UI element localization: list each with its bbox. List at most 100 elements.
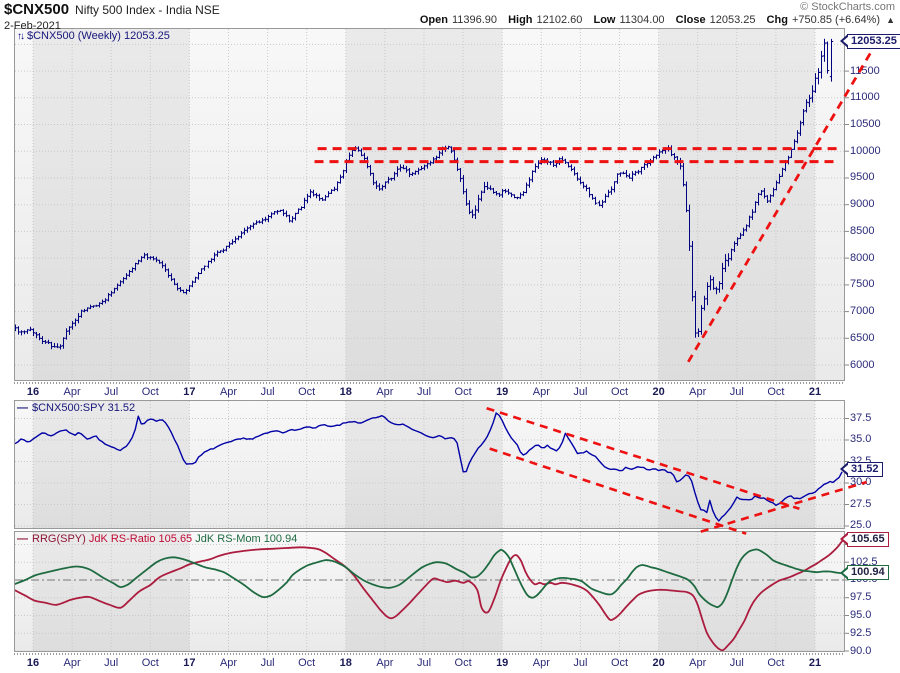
close-label: Close: [675, 14, 706, 26]
x-axis-label: Jul: [729, 657, 744, 669]
x-axis-label: Apr: [376, 386, 394, 398]
price-tag: 105.65: [847, 531, 889, 547]
up-arrow-icon: ▲: [886, 15, 895, 25]
symbol-name: Nifty 500 Index - India NSE: [75, 3, 220, 17]
y-axis-label: 6500: [850, 331, 875, 344]
chart-date: 2-Feb-2021: [4, 20, 61, 32]
x-axis-label: Oct: [610, 386, 629, 398]
x-axis-label: Oct: [454, 657, 472, 669]
x-axis-label: Apr: [63, 386, 81, 398]
high-label: High: [508, 14, 533, 26]
x-axis-label: Jul: [104, 386, 119, 398]
x-axis-label: Apr: [219, 657, 238, 669]
price-panel: [13, 28, 845, 381]
rrg-legend-rs-ratio: JdK RS-Ratio 105.65: [88, 533, 196, 545]
ratio-panel-legend: — $CNX500:SPY 31.52: [17, 402, 135, 414]
x-axis-label: 20: [652, 386, 665, 398]
x-axis-label: Oct: [141, 657, 159, 669]
x-axis-label: Apr: [532, 657, 550, 669]
rrg-panel-svg: [13, 531, 845, 652]
low-value: 11304.00: [619, 14, 665, 26]
price-bars-icon: ↑↓: [17, 31, 25, 42]
price-tag: 31.52: [847, 461, 883, 477]
symbol-title: $CNX500: [4, 1, 70, 18]
ratio-panel-svg: [14, 400, 845, 529]
x-axis-label: Jul: [729, 386, 744, 398]
x-axis-label: Jul: [573, 657, 588, 669]
date-tick-strip: [14, 382, 845, 384]
y-axis-label: 9000: [850, 198, 875, 211]
y-axis-label: 6000: [850, 358, 875, 371]
close-value: 12053.25: [709, 14, 756, 26]
y-axis-label: 7000: [850, 305, 875, 318]
price-panel-svg: [13, 28, 845, 381]
y-axis-label: 95.0: [850, 609, 872, 621]
rrg-legend-name: RRG(SPY): [32, 533, 89, 545]
x-axis-label: Apr: [376, 657, 394, 669]
line-swatch-icon: —: [17, 402, 28, 414]
y-axis-label: 8500: [850, 224, 875, 237]
date-tick-strip: [14, 653, 845, 655]
x-axis-label: Jul: [416, 386, 432, 398]
x-axis-label: Apr: [689, 657, 707, 669]
stockcharts-credit: © StockCharts.com: [800, 1, 895, 13]
chg-value: +750.85 (+6.64%): [791, 14, 881, 26]
x-axis-label: Oct: [141, 386, 159, 398]
y-axis-label: 35.0: [850, 433, 872, 446]
quote-line: Open 11396.90 High 12102.60 Low 11304.00 Cl…: [412, 14, 895, 26]
price-tag: 12053.25: [847, 33, 900, 49]
x-axis-label: 20: [652, 657, 665, 669]
y-axis-label: 9500: [850, 171, 875, 184]
x-axis-label: Jul: [416, 657, 432, 669]
y-axis-label: 7500: [850, 278, 875, 291]
x-axis-label: 21: [808, 657, 822, 669]
x-axis-label: 19: [496, 657, 509, 669]
x-axis-label: 16: [26, 657, 40, 669]
x-axis-label: Apr: [689, 386, 707, 398]
y-axis-label: 27.5: [850, 497, 872, 510]
open-label: Open: [419, 14, 448, 26]
x-axis-label: Oct: [767, 657, 785, 669]
open-value: 11396.90: [451, 14, 498, 26]
price-legend-text: $CNX500 (Weekly) 12053.25: [27, 30, 170, 42]
x-axis-label: Apr: [532, 386, 550, 398]
low-label: Low: [593, 14, 616, 26]
y-axis-label: 11000: [850, 91, 880, 104]
x-axis-label: Jul: [260, 657, 275, 669]
y-axis-label: 10500: [850, 118, 881, 131]
x-axis-label: Apr: [219, 386, 238, 398]
x-axis-label: 17: [183, 386, 196, 398]
x-axis-label: 21: [808, 386, 822, 398]
high-value: 12102.60: [536, 14, 583, 26]
x-axis-label: 18: [339, 657, 352, 669]
x-axis-label: 17: [183, 657, 196, 669]
x-axis-label: Jul: [260, 386, 275, 398]
line-swatch-icon: —: [17, 533, 28, 545]
y-axis-label: 90.0: [850, 644, 872, 657]
x-axis-label: Oct: [298, 657, 316, 669]
x-axis-label: Jul: [104, 657, 119, 669]
rrg-panel-legend: — RRG(SPY) JdK RS-Ratio 105.65 JdK RS-Mom…: [17, 533, 297, 545]
y-axis-label: 11500: [850, 64, 880, 77]
y-axis-label: 8000: [850, 251, 875, 264]
ratio-panel: [14, 400, 845, 529]
x-axis-label: Apr: [63, 657, 81, 669]
ratio-legend-text: $CNX500:SPY 31.52: [32, 402, 136, 414]
x-axis-label: Oct: [454, 386, 472, 398]
x-axis-label: Jul: [573, 386, 588, 398]
price-panel-legend: ↑↓ $CNX500 (Weekly) 12053.25: [17, 30, 170, 42]
x-axis-label: 18: [339, 386, 352, 398]
chart-header: $CNX500 Nifty 500 Index - India NSE 2-Feb…: [4, 1, 220, 32]
x-axis-label: 19: [496, 386, 509, 398]
x-axis-label: Oct: [298, 386, 316, 398]
chg-label: Chg: [766, 14, 788, 26]
x-axis-label: 16: [26, 386, 40, 398]
y-axis-label: 30.0: [850, 476, 872, 489]
x-axis-label: Oct: [767, 386, 785, 398]
rrg-panel: [13, 531, 845, 652]
y-axis-label: 97.5: [850, 591, 872, 604]
x-axis-label: Oct: [610, 657, 629, 669]
y-axis-label: 37.5: [850, 411, 872, 424]
y-axis-label: 10000: [850, 144, 881, 157]
